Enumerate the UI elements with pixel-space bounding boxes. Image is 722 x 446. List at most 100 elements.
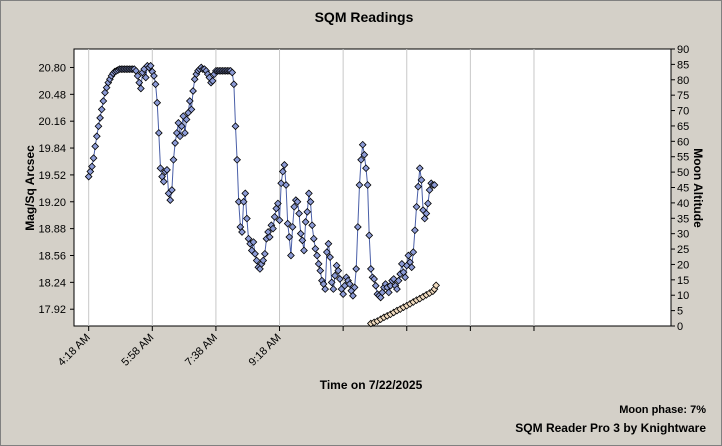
sqm-reading-point <box>412 202 421 211</box>
sqm-reading-point <box>153 98 162 107</box>
y-axis-title: Mag/Sq Arcsec <box>23 145 37 231</box>
sqm-reading-point <box>324 239 333 248</box>
sqm-reading-point <box>89 154 98 162</box>
sqm-reading-point <box>367 265 375 273</box>
sqm-reading-point <box>92 132 101 141</box>
sqm-reading-point <box>154 129 163 137</box>
sqm-reading-point <box>241 189 250 198</box>
y2-tick-label: 25 <box>677 244 689 256</box>
sqm-reading-point <box>166 196 175 204</box>
sqm-reading-point <box>329 285 338 293</box>
y2-axis-title: Moon Altitude <box>691 148 705 228</box>
sqm-reading-point <box>424 199 432 208</box>
sqm-reading-point <box>384 288 393 297</box>
sqm-reading-point <box>96 113 104 122</box>
sqm-reading-point <box>137 84 145 93</box>
sqm-reading-point <box>308 221 317 230</box>
sqm-reading-point <box>274 199 282 208</box>
sqm-reading-point <box>331 271 339 280</box>
sqm-reading-point <box>91 142 100 151</box>
sqm-reading-point <box>303 207 312 216</box>
y-tick-label: 20.48 <box>38 89 66 101</box>
sqm-reading-point <box>414 182 423 191</box>
sqm-reading-point <box>300 246 308 255</box>
sqm-reading-point <box>425 186 434 194</box>
y-tick-label: 18.24 <box>38 277 66 289</box>
sqm-reading-point <box>393 285 401 293</box>
y2-tick-label: 20 <box>677 259 689 271</box>
sqm-reading-point <box>358 140 367 149</box>
sqm-reading-point <box>316 266 325 275</box>
sqm-reading-point <box>270 213 279 221</box>
sqm-reading-point <box>322 248 331 256</box>
sqm-reading-point <box>278 167 287 176</box>
y2-tick-label: 60 <box>677 136 689 148</box>
sqm-reading-point <box>401 273 409 282</box>
y2-tick-label: 10 <box>677 290 689 302</box>
sqm-reading-point <box>171 139 179 147</box>
sqm-reading-point <box>187 105 196 114</box>
sqm-reading-point <box>168 186 176 194</box>
sqm-reading-point <box>269 224 277 233</box>
sqm-reading-point <box>353 223 362 231</box>
sqm-reading-point <box>99 97 108 105</box>
sqm-reading-point <box>376 293 385 302</box>
sqm-reading-point <box>181 129 189 137</box>
sqm-reading-point <box>389 275 398 283</box>
sqm-reading-point <box>314 260 323 268</box>
sqm-reading-point <box>321 285 330 293</box>
sqm-reading-point <box>306 197 315 206</box>
sqm-reading-point <box>327 278 336 287</box>
sqm-reading-point <box>295 209 303 218</box>
sqm-reading-point <box>280 160 289 169</box>
sqm-reading-point <box>177 122 186 131</box>
y2-tick-label: 55 <box>677 152 689 164</box>
sqm-reading-point <box>272 204 281 213</box>
sqm-reading-point <box>88 162 96 171</box>
x-axis-ticks: 4:18 AM 5:58 AM 7:38 AM 9:18 AM <box>56 326 535 369</box>
sqm-reading-point <box>411 226 419 235</box>
sqm-reading-point <box>182 115 191 124</box>
sqm-reading-point <box>407 263 416 272</box>
sqm-reading-point <box>259 256 268 265</box>
sqm-reading-point <box>298 236 307 245</box>
sqm-reading-point <box>251 249 259 258</box>
sqm-reading-point <box>133 71 142 80</box>
sqm-reading-point <box>326 253 334 262</box>
sqm-reading-point <box>309 234 318 243</box>
sqm-reading-point <box>238 228 246 236</box>
sqm-reading-point <box>422 209 431 218</box>
sqm-reading-point <box>243 214 251 223</box>
sqm-reading-point <box>277 179 286 188</box>
sqm-reading-point <box>290 202 299 211</box>
y-tick-label: 19.20 <box>38 197 66 209</box>
sqm-reading-point <box>415 164 424 173</box>
sqm-reading-point <box>357 155 365 164</box>
chart-title: SQM Readings <box>315 9 414 25</box>
x-tick-label: 5:58 AM <box>119 332 156 369</box>
moon-altitude-point <box>432 281 440 290</box>
sqm-reading-point <box>293 197 302 206</box>
sqm-reading-point <box>420 214 429 223</box>
y2-tick-label: 40 <box>677 198 689 210</box>
x-axis-title: Time on 7/22/2025 <box>320 378 423 392</box>
y-tick-label: 19.52 <box>38 170 66 182</box>
sqm-reading-point <box>97 105 106 114</box>
y2-tick-label: 85 <box>677 59 689 71</box>
sqm-reading-point <box>350 283 359 292</box>
sqm-reading-point <box>233 155 241 164</box>
x-tick-label: 4:18 AM <box>56 332 93 369</box>
sqm-reading-point <box>378 288 387 297</box>
sqm-reading-point <box>313 251 321 260</box>
sqm-reading-point <box>265 233 274 241</box>
sqm-reading-point <box>370 275 378 283</box>
sqm-reading-point <box>260 249 269 258</box>
sqm-reading-point <box>371 281 380 290</box>
y2-tick-label: 0 <box>677 321 683 333</box>
sqm-reading-point <box>339 290 348 298</box>
sqm-reading-point <box>229 80 238 89</box>
y2-tick-label: 5 <box>677 306 683 318</box>
sqm-reading-point <box>349 291 357 300</box>
sqm-reading-point <box>150 71 158 80</box>
